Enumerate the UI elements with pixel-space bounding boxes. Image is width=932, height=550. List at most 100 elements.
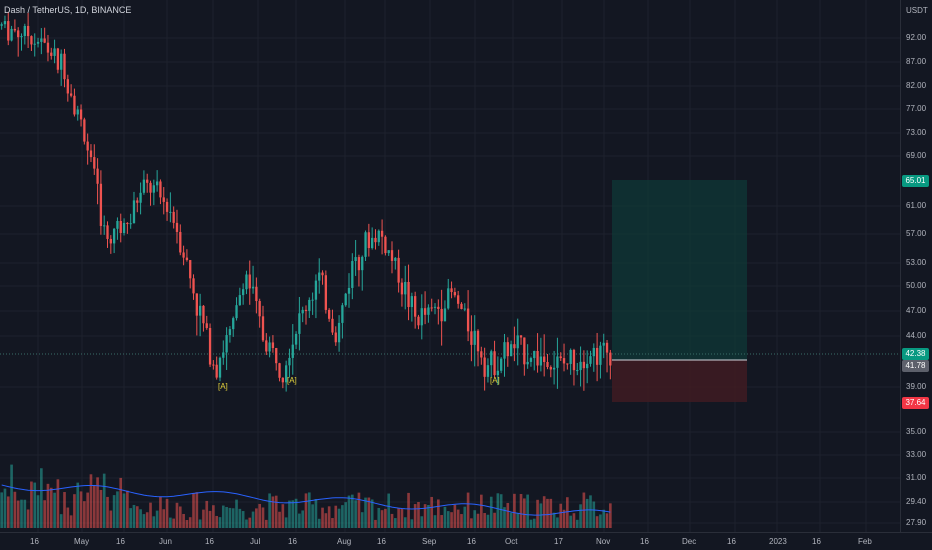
volume-bar <box>135 506 139 528</box>
candle-body <box>46 42 50 53</box>
volume-bar <box>258 503 262 528</box>
symbol-legend[interactable]: Dash / TetherUS, 1D, BINANCE <box>4 5 132 15</box>
volume-bar <box>92 484 96 528</box>
candle-body <box>549 367 552 370</box>
candle-body <box>126 222 129 224</box>
volume-bar <box>354 500 357 528</box>
position-zones <box>0 180 900 402</box>
volume-bar <box>489 496 493 528</box>
volume-bar <box>76 482 80 528</box>
candle-body <box>205 323 208 329</box>
volume-bar <box>165 498 169 528</box>
candle-body <box>513 344 516 349</box>
candle-body <box>304 309 308 311</box>
volume-bar <box>185 519 189 528</box>
volume-bar <box>532 518 536 528</box>
price-tick-label: 69.00 <box>906 151 927 160</box>
candle-body <box>344 293 347 306</box>
volume-bar <box>112 495 116 528</box>
time-tick-label: 16 <box>116 537 125 546</box>
volume-bar <box>268 493 271 528</box>
volume-bar <box>162 509 166 528</box>
candle-body <box>89 150 93 158</box>
price-axis[interactable] <box>900 0 932 532</box>
volume-bar <box>605 513 609 528</box>
grid-layer <box>0 0 900 532</box>
volume-bar <box>172 518 175 528</box>
candle-body <box>529 358 533 362</box>
candle-body <box>192 278 195 294</box>
candle-body <box>99 183 103 226</box>
candle-body <box>136 200 139 203</box>
volume-bar <box>291 500 295 528</box>
candle-body <box>271 342 275 349</box>
volume-bar <box>589 495 592 528</box>
candle-body <box>3 21 7 25</box>
time-axis[interactable] <box>0 532 932 550</box>
candle-body <box>222 352 225 358</box>
candle-body <box>400 282 404 295</box>
candle-body <box>556 356 559 368</box>
volume-bar <box>523 498 526 528</box>
volume-bar <box>36 495 40 528</box>
volume-bar <box>314 498 318 528</box>
candle-body <box>347 287 351 294</box>
volume-bar <box>599 514 602 528</box>
volume-bar <box>443 506 447 528</box>
candle-body <box>53 48 56 56</box>
volume-bar <box>274 495 278 528</box>
volume-bar <box>526 494 529 528</box>
candle-body <box>420 308 423 326</box>
volume-bar <box>569 515 572 528</box>
volume-bar <box>294 498 298 528</box>
time-tick-label: 16 <box>812 537 821 546</box>
volume-bar <box>43 500 46 528</box>
volume-bar <box>30 481 33 528</box>
volume-bar <box>83 501 86 528</box>
candle-body <box>13 28 17 31</box>
volume-bar <box>559 503 563 528</box>
candle-body <box>165 201 169 212</box>
candle-body <box>523 337 526 365</box>
time-tick-label: Aug <box>337 537 352 546</box>
volume-bar <box>466 492 470 528</box>
candle-body <box>129 223 132 225</box>
volume-bar <box>595 516 599 528</box>
volume-bar <box>380 510 384 528</box>
candle-body <box>79 109 83 120</box>
volume-bar <box>96 477 99 528</box>
candle-body <box>380 230 384 237</box>
price-tick-label: 50.00 <box>906 281 927 290</box>
volume-bar <box>304 493 308 528</box>
candle-body <box>119 220 122 233</box>
volume-bar <box>208 510 212 528</box>
volume-bar <box>364 497 367 528</box>
price-tick-label: 35.00 <box>906 427 927 436</box>
volume-bar <box>3 488 7 528</box>
volume-bar <box>433 515 437 528</box>
candle-body <box>56 48 60 70</box>
candle-body <box>430 307 433 309</box>
candle-body <box>404 281 407 295</box>
volume-bar <box>460 514 463 528</box>
volume-bar <box>440 515 443 528</box>
volume-bar <box>264 519 268 528</box>
volume-bar <box>301 510 305 528</box>
price-tick-label: 77.00 <box>906 104 927 113</box>
candle-body <box>83 119 86 142</box>
candle-body <box>609 352 612 366</box>
volume-bar <box>79 491 83 528</box>
candle-body <box>509 344 513 357</box>
time-tick-label: 16 <box>288 537 297 546</box>
time-tick-label: Jul <box>250 537 261 546</box>
candle-body <box>466 308 470 332</box>
volume-bar <box>562 509 566 528</box>
volume-bar <box>271 496 275 528</box>
volume-bar <box>205 500 209 528</box>
volume-bar <box>549 498 553 528</box>
volume-bar <box>0 492 3 528</box>
volume-bar <box>40 468 43 528</box>
candle-body <box>576 370 579 372</box>
